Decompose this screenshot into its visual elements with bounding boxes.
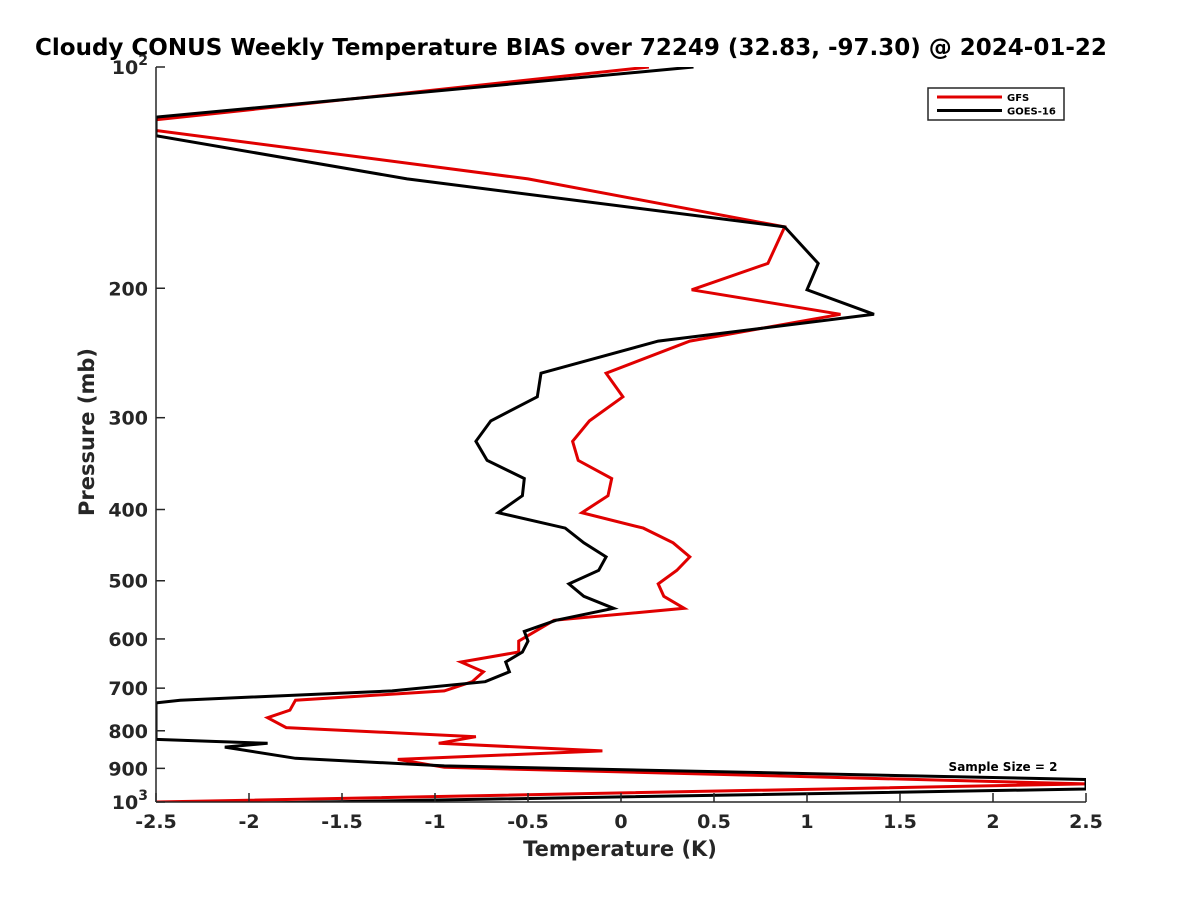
- chart-title: Cloudy CONUS Weekly Temperature BIAS ove…: [35, 35, 1107, 61]
- x-tick-label: 2: [986, 811, 999, 833]
- x-tick-label: -0.5: [507, 811, 549, 833]
- y-tick-label: 600: [108, 629, 148, 651]
- x-tick-label: -2: [238, 811, 259, 833]
- x-tick-label: 0: [614, 811, 627, 833]
- series-line-goes-16: [156, 67, 1086, 802]
- legend: GFS GOES-16: [927, 87, 1065, 121]
- axes: -2.5 -2 -1.5 -1 -0.5 0 0.5 1 1.5 2 2.5 102 200 300 400…: [108, 53, 1103, 833]
- y-tick-label: 700: [108, 678, 148, 700]
- legend-label: GOES-16: [1007, 107, 1056, 118]
- x-axis-label: Temperature (K): [523, 837, 717, 861]
- x-tick-label: -1.5: [321, 811, 363, 833]
- y-tick-label: 103: [112, 788, 148, 814]
- y-tick-label: 200: [108, 278, 148, 300]
- plot-area: [156, 67, 1086, 802]
- series-line-gfs: [156, 67, 1086, 802]
- x-tick-label: 1: [800, 811, 813, 833]
- y-tick-label: 500: [108, 571, 148, 593]
- y-axis-label: Pressure (mb): [75, 348, 99, 516]
- y-tick-label: 800: [108, 721, 148, 743]
- sample-size-annotation: Sample Size = 2: [949, 760, 1058, 774]
- y-tick-label: 900: [108, 758, 148, 780]
- y-tick-label: 400: [108, 500, 148, 522]
- y-tick-label: 300: [108, 408, 148, 430]
- x-tick-label: 2.5: [1069, 811, 1103, 833]
- x-tick-label: 1.5: [883, 811, 917, 833]
- x-tick-label: 0.5: [697, 811, 731, 833]
- x-tick-label: -2.5: [135, 811, 177, 833]
- x-tick-label: -1: [424, 811, 445, 833]
- legend-label: GFS: [1007, 93, 1029, 104]
- legend-box: [927, 87, 1065, 121]
- y-tick-label: 102: [112, 53, 148, 79]
